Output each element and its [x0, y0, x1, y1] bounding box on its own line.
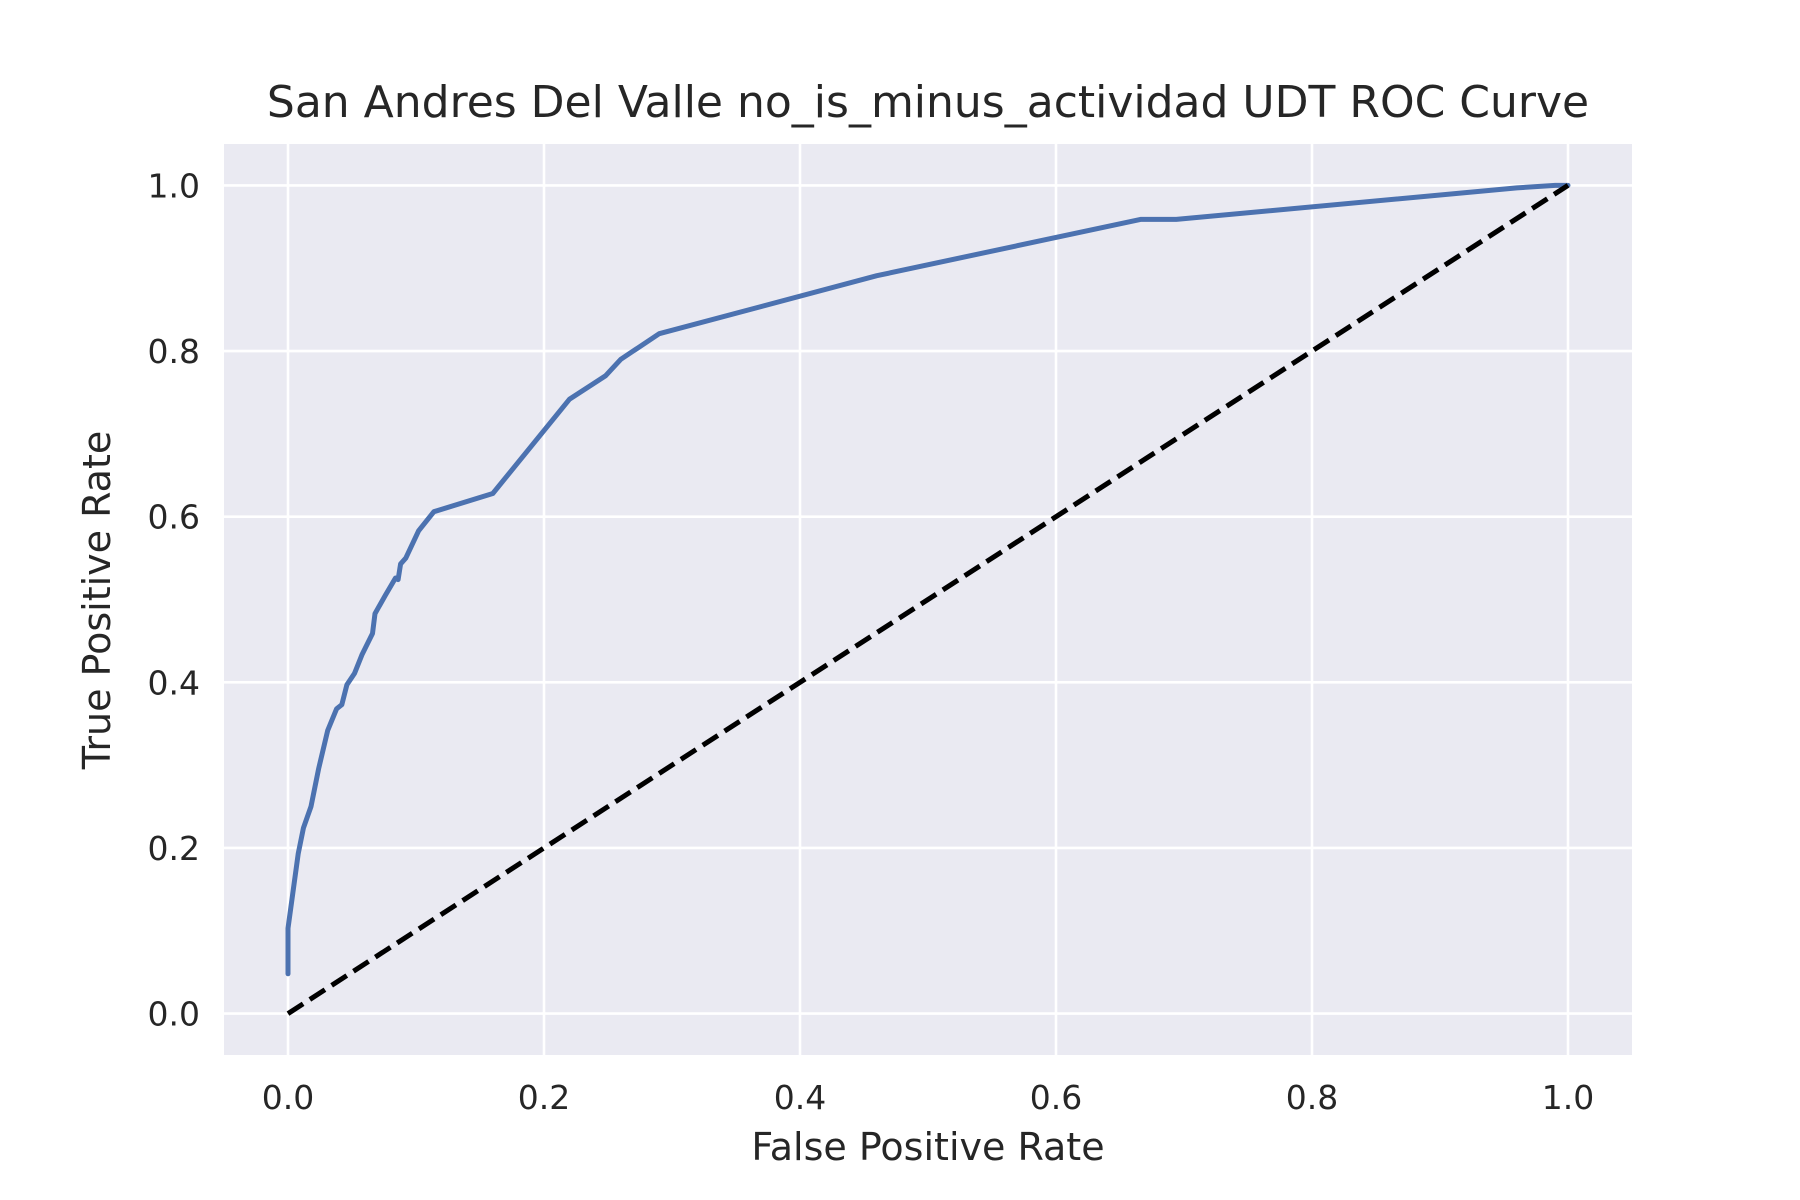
y-axis-label: True Positive Rate: [75, 431, 119, 771]
y-tick-label: 1.0: [148, 166, 200, 205]
x-tick-label: 1.0: [1542, 1078, 1594, 1117]
y-tick-label: 0.0: [148, 995, 200, 1034]
x-axis-label: False Positive Rate: [751, 1125, 1104, 1169]
x-tick-label: 0.4: [774, 1078, 826, 1117]
chart-title: San Andres Del Valle no_is_minus_activid…: [267, 77, 1589, 128]
series-layer: [285, 182, 1571, 1016]
y-tick-label: 0.2: [148, 829, 200, 868]
x-tick-label: 0.6: [1030, 1078, 1082, 1117]
roc-curve-line: [285, 182, 1571, 977]
y-tick-label: 0.8: [148, 332, 200, 371]
tick-labels: 0.0 0.2 0.4 0.6 0.8 1.0 0.0 0.2 0.4 0.6 0.8 1.0: [148, 166, 1595, 1117]
x-tick-label: 0.2: [518, 1078, 570, 1117]
y-tick-label: 0.4: [148, 663, 200, 702]
x-tick-label: 0.0: [262, 1078, 314, 1117]
y-tick-label: 0.6: [148, 498, 200, 537]
x-tick-label: 0.8: [1286, 1078, 1338, 1117]
chance-diagonal-line: [286, 183, 1570, 1016]
